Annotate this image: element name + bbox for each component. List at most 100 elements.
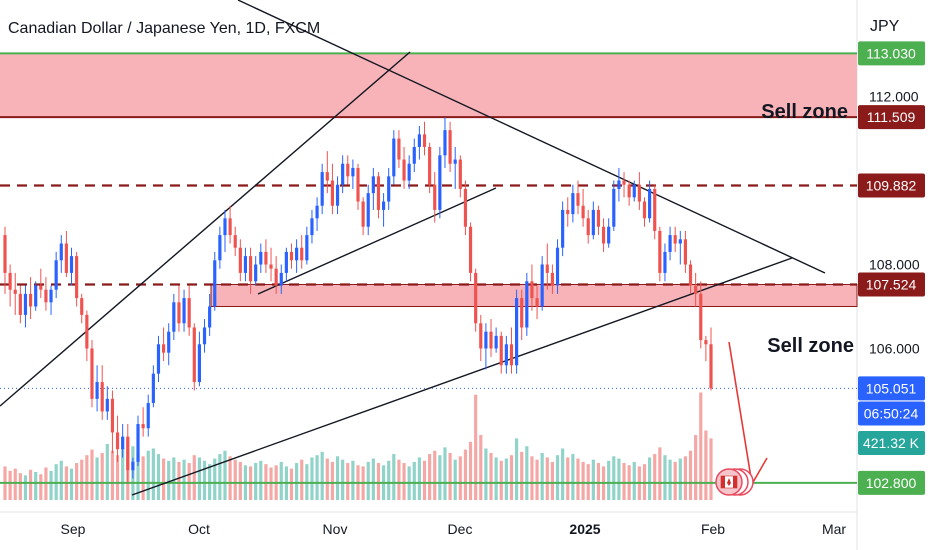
sell-zone-lower-label: Sell zone	[767, 335, 854, 357]
price-tag	[858, 173, 925, 198]
candle-body	[238, 247, 242, 273]
volume-bar	[172, 457, 176, 500]
candle-body	[515, 298, 519, 366]
candle-body	[279, 272, 283, 286]
volume-bar	[397, 459, 401, 500]
candle-body	[688, 264, 693, 286]
volume-bar	[254, 463, 258, 500]
candle-body	[438, 155, 442, 210]
candle-body	[151, 373, 155, 404]
candle-body	[310, 218, 314, 236]
volume-bar	[530, 456, 534, 500]
descending-trend-line[interactable]	[237, 0, 826, 274]
volume-bar	[18, 473, 22, 500]
volume-bar	[545, 457, 549, 500]
volume-bar	[295, 463, 299, 500]
price-tag	[858, 41, 925, 66]
candle-body	[218, 235, 222, 261]
candle-body	[484, 331, 488, 349]
candle-body	[683, 239, 688, 265]
volume-bar	[561, 448, 565, 500]
forecast-arrow-head	[751, 457, 768, 485]
channel-line-inner[interactable]	[257, 187, 497, 295]
candle-body	[366, 193, 370, 227]
price-tag	[858, 105, 925, 130]
sell-zone-lower	[210, 283, 858, 307]
forecast-arrow-shaft[interactable]	[728, 341, 753, 485]
candle-body	[407, 163, 411, 181]
candle-body	[402, 159, 406, 181]
candle-body	[131, 461, 135, 471]
candle-body	[341, 163, 345, 185]
time-tick-label: Oct	[188, 521, 210, 537]
volume-bar	[540, 452, 544, 500]
volume-bar	[438, 455, 442, 500]
candle-body	[612, 188, 616, 227]
volume-bar	[387, 460, 391, 500]
price-tag-label: 109.882	[866, 177, 917, 193]
candle-body	[607, 226, 611, 244]
candle-body	[397, 138, 401, 160]
volume-bar	[341, 459, 345, 500]
volume-bar	[622, 463, 626, 500]
candle-body	[443, 130, 447, 156]
candle-body	[601, 226, 606, 244]
volume-bar	[581, 461, 585, 500]
candle-body	[264, 251, 268, 265]
volume-bar	[648, 457, 652, 500]
volume-bar	[141, 456, 145, 500]
candle-body	[187, 298, 191, 328]
volume-bar	[300, 459, 304, 500]
candle-body	[550, 272, 554, 286]
candle-body	[100, 382, 104, 412]
candle-body	[448, 130, 452, 164]
volume-bar	[233, 459, 237, 500]
volume-bar	[105, 444, 109, 500]
candle-body	[136, 424, 140, 462]
candle-body	[3, 235, 7, 273]
volume-bar	[110, 450, 115, 500]
volume-bar	[704, 430, 708, 500]
volume-bar	[238, 461, 242, 500]
price-axis-tags: 113.030 111.509 109.882 107.524 105.051 06:50…	[858, 41, 925, 495]
volume-bar	[484, 448, 488, 500]
volume-bar	[371, 458, 375, 500]
volume-bar	[412, 461, 416, 500]
candle-body	[95, 382, 99, 399]
volume-bar	[182, 459, 186, 500]
time-tick-label: Nov	[323, 521, 348, 537]
volume-bar	[34, 472, 38, 500]
candle-body	[80, 298, 84, 315]
volume-bar	[376, 463, 381, 500]
volume-bar	[663, 455, 667, 500]
volume-bar	[479, 435, 483, 500]
time-tick-label: Dec	[448, 521, 473, 537]
volume-bar	[192, 455, 196, 500]
candle-body	[489, 331, 493, 349]
candle-body	[586, 218, 590, 236]
candle-body	[300, 247, 304, 261]
volume-bar	[259, 460, 263, 500]
candle-body	[141, 424, 145, 429]
price-tag-label: 107.524	[866, 276, 917, 292]
price-tag	[858, 272, 925, 297]
candle-body	[192, 327, 196, 383]
candle-body	[668, 235, 672, 252]
volume-bar	[223, 450, 227, 500]
time-tick-label: 2025	[569, 521, 600, 537]
candle-body	[392, 138, 396, 177]
volume-bar	[151, 448, 155, 500]
candle-body	[642, 201, 647, 219]
candle-body	[54, 260, 58, 290]
price-tick-label: 108.000	[869, 257, 920, 273]
volume-bar	[653, 454, 657, 500]
candle-body	[555, 247, 560, 286]
rising-trend-line-upper[interactable]	[0, 51, 411, 407]
candle-body	[213, 260, 217, 307]
rising-trend-line-lower[interactable]	[131, 257, 793, 496]
candle-body	[678, 239, 682, 244]
candle-body	[75, 256, 79, 299]
candle-body	[59, 243, 63, 261]
